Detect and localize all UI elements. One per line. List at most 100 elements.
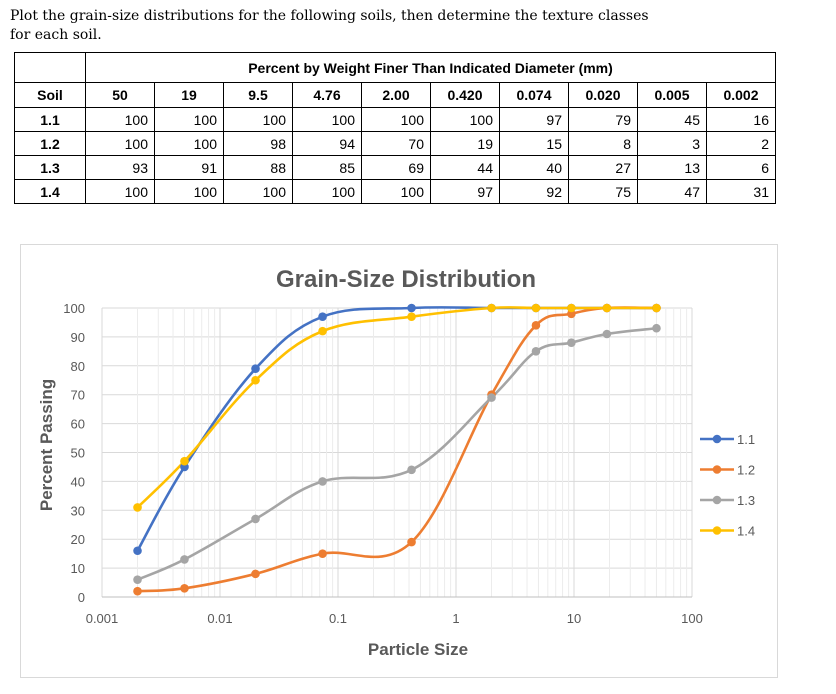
y-tick-label: 10 <box>71 561 85 576</box>
y-axis-label: Percent Passing <box>37 379 56 511</box>
soil-id-cell: 1.3 <box>14 155 86 180</box>
table-cell: 8 <box>568 131 638 156</box>
legend-swatch-marker <box>712 465 722 474</box>
table-cell: 100 <box>85 179 155 204</box>
diameter-header: 4.76 <box>292 82 362 108</box>
legend-swatch-marker <box>712 434 722 444</box>
y-tick-label: 70 <box>71 388 85 403</box>
x-axis-label: Particle Size <box>368 640 468 659</box>
data-point <box>652 323 661 333</box>
soil-id-cell: 1.2 <box>14 131 86 156</box>
table-cell: 100 <box>223 179 293 204</box>
series-line <box>136 306 657 509</box>
data-point <box>133 586 142 596</box>
problem-line-1: Plot the grain-size distributions for th… <box>10 8 649 24</box>
data-point <box>407 312 416 321</box>
y-tick-label: 100 <box>63 301 85 316</box>
table-cell: 100 <box>223 107 293 132</box>
data-point <box>407 465 416 475</box>
y-tick-label: 20 <box>71 532 85 547</box>
table-row: 1.2 100 100 98 94 70 19 15 8 3 2 <box>14 131 776 156</box>
legend-label: 1.4 <box>737 524 755 539</box>
data-point <box>180 456 189 466</box>
problem-line-2: for each soil. <box>10 27 102 43</box>
chart-series <box>133 303 661 596</box>
x-tick-label: 0.1 <box>329 611 347 626</box>
x-tick-label: 1 <box>452 611 459 626</box>
soil-id-cell: 1.1 <box>14 107 86 132</box>
table-cell: 79 <box>568 107 638 132</box>
data-point <box>487 393 496 402</box>
y-tick-label: 80 <box>71 359 85 374</box>
diameter-header: 50 <box>85 82 155 108</box>
series-line <box>136 306 657 552</box>
data-point <box>251 364 260 373</box>
table-cell: 100 <box>154 179 224 204</box>
table-cell: 100 <box>361 179 431 204</box>
chart-title: Grain-Size Distribution <box>276 266 536 293</box>
y-tick-label: 40 <box>71 474 85 489</box>
data-point <box>318 312 327 321</box>
table-cell: 2 <box>706 131 776 156</box>
table-cell: 100 <box>292 179 362 204</box>
series-line <box>137 306 657 593</box>
table-cell: 100 <box>361 107 431 132</box>
y-tick-label: 0 <box>78 590 85 605</box>
data-point <box>652 303 661 313</box>
legend-label: 1.3 <box>737 493 755 508</box>
y-tick-label: 30 <box>71 503 85 518</box>
table-cell: 19 <box>430 131 500 156</box>
x-tick-label: 10 <box>567 611 581 626</box>
series-line <box>137 326 657 581</box>
data-point <box>133 546 142 556</box>
table-cell: 97 <box>430 179 500 204</box>
chart-frame <box>20 244 778 678</box>
x-tick-label: 0.001 <box>86 611 119 626</box>
data-point <box>318 326 327 336</box>
y-tick-label: 90 <box>71 330 85 345</box>
table-cell: 75 <box>568 179 638 204</box>
diameter-header: 0.020 <box>568 82 638 108</box>
problem-statement: Plot the grain-size distributions for th… <box>10 7 650 45</box>
table-cell: 13 <box>637 155 707 180</box>
legend-label: 1.2 <box>737 463 755 478</box>
table-cell: 100 <box>154 107 224 132</box>
table-cell: 100 <box>430 107 500 132</box>
data-point <box>567 338 576 347</box>
x-tick-label: 0.01 <box>207 611 232 626</box>
data-point <box>251 375 260 385</box>
legend-swatch-marker <box>712 495 722 505</box>
legend-swatch-marker <box>712 526 722 535</box>
data-point <box>133 575 142 584</box>
data-point <box>251 569 260 579</box>
data-point <box>318 549 327 558</box>
table-caption: Percent by Weight Finer Than Indicated D… <box>85 52 776 83</box>
table-cell: 31 <box>706 179 776 204</box>
data-point <box>133 503 142 512</box>
diameter-header: 0.074 <box>499 82 569 108</box>
table-row: 1.4 100 100 100 100 100 97 92 75 47 31 <box>14 179 776 204</box>
data-point <box>531 347 541 356</box>
table-cell: 88 <box>223 155 293 180</box>
chart-legend: 1.1 1.2 1.3 1.4 <box>700 432 755 539</box>
y-tick-label: 60 <box>71 417 85 432</box>
data-point <box>531 303 541 313</box>
data-point <box>602 329 612 339</box>
table-cell: 15 <box>499 131 569 156</box>
data-point <box>531 321 541 330</box>
data-point <box>180 584 189 593</box>
x-tick-label: 100 <box>681 611 703 626</box>
data-point <box>567 303 576 313</box>
table-cell: 94 <box>292 131 362 156</box>
data-point <box>251 514 260 524</box>
data-point <box>407 537 416 547</box>
grain-size-table: Percent by Weight Finer Than Indicated D… <box>14 52 776 204</box>
data-point <box>318 477 327 486</box>
diameter-header: 2.00 <box>361 82 431 108</box>
data-point <box>487 303 496 313</box>
axis-ticks: 0 10 20 30 40 50 60 70 80 90 100 0.001 0.01 0.1 1 10 100 <box>63 301 703 626</box>
data-point <box>180 555 189 564</box>
table-row: 1.1 100 100 100 100 100 100 97 79 45 16 <box>14 107 776 132</box>
table-cell: 47 <box>637 179 707 204</box>
